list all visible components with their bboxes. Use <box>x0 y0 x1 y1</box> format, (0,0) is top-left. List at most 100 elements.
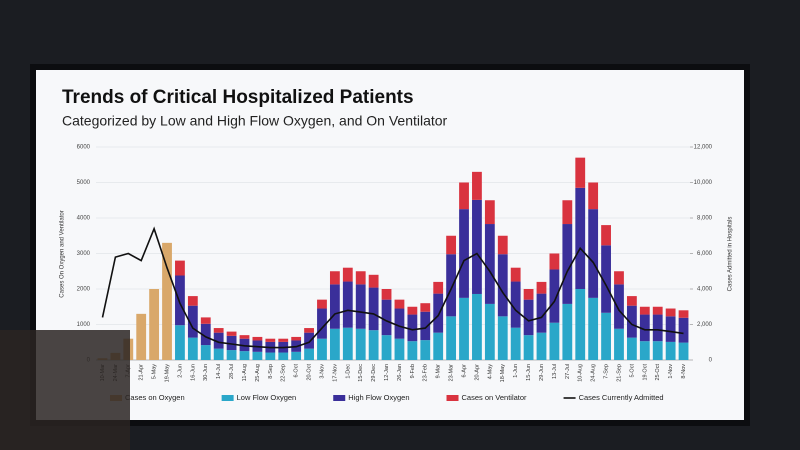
bar-segment <box>459 182 469 210</box>
bar-segment <box>446 254 457 317</box>
bar-segment <box>252 351 263 360</box>
line-series <box>101 226 684 349</box>
bar-segment <box>175 325 185 360</box>
bar-segment <box>265 352 276 360</box>
bar-segment <box>575 157 586 188</box>
bar-segment <box>472 293 482 360</box>
x-tick-label: 29-Dec <box>371 364 377 382</box>
x-tick-label: 19-May <box>164 364 170 383</box>
bar-segment <box>614 271 624 285</box>
bar-segment <box>355 271 366 285</box>
bar-segment <box>213 328 224 333</box>
bar-segment <box>626 305 637 338</box>
x-tick-label: 14-Jul <box>216 364 222 379</box>
y2-axis-label: Cases Admitted in Hospitals <box>728 217 734 292</box>
x-tick-label: 12-Jan <box>384 364 390 381</box>
legend-label: Cases on Ventilator <box>462 393 528 402</box>
bar-segment <box>626 296 637 306</box>
bar-segment <box>678 342 689 360</box>
bar-segment <box>200 345 211 360</box>
bar-segment <box>187 305 198 338</box>
bar-segment <box>639 341 650 360</box>
x-tick-label: 26-Jan <box>397 364 403 381</box>
x-tick-label: 21-Apr <box>139 364 145 381</box>
bar-segment <box>665 308 676 317</box>
y-tick-label: 4000 <box>77 216 91 222</box>
bar-segment <box>226 331 237 336</box>
x-tick-label: 24-Aug <box>591 364 597 382</box>
bar-segment <box>381 299 392 336</box>
x-tick-label: 8-Sep <box>268 364 274 379</box>
x-tick-label: 11-Aug <box>242 364 248 381</box>
bar-segment <box>575 187 586 289</box>
bar-segment <box>342 267 353 282</box>
bar-segment <box>407 341 418 360</box>
bar-segment <box>678 317 689 343</box>
bar-segment <box>342 281 353 328</box>
bar-segment <box>446 235 457 255</box>
bar-segment <box>536 332 547 360</box>
bar-segment <box>484 303 495 360</box>
chart-title: Trends of Critical Hospitalized Patients <box>62 87 414 108</box>
bar-segment <box>239 335 250 339</box>
bar-segment <box>433 293 444 333</box>
bar-segment <box>459 209 469 298</box>
bar-segment <box>626 337 637 360</box>
bar-segment <box>162 242 172 360</box>
x-tick-label: 5-Oct <box>629 364 635 378</box>
bar-segment <box>317 338 327 360</box>
bar-segment <box>510 281 521 328</box>
bar-segment <box>601 312 611 360</box>
bar-segment <box>614 328 624 360</box>
bar-segment <box>523 289 534 300</box>
bar-segment <box>136 313 147 360</box>
bar-segment <box>278 338 289 342</box>
bar-segment <box>304 348 314 360</box>
bar-segment <box>368 330 379 360</box>
screen <box>36 70 744 420</box>
bar-segment <box>226 335 237 351</box>
bar-segment <box>213 332 224 349</box>
bar-segment <box>588 182 599 210</box>
bar-segment <box>291 351 302 360</box>
bar-segment <box>252 336 263 341</box>
y2-tick-label: 8,000 <box>697 216 713 222</box>
bar-segment <box>368 287 379 331</box>
y-tick-label: 3000 <box>77 251 91 257</box>
bar-segment <box>239 351 250 360</box>
foreground-person <box>0 330 130 450</box>
bar-segment <box>523 335 534 360</box>
bar-segment <box>368 274 379 288</box>
legend-label: Low Flow Oxygen <box>237 393 297 402</box>
bar-segment <box>549 253 560 270</box>
x-tick-label: 20-Apr <box>474 364 480 381</box>
x-tick-label: 15-Jun <box>526 364 532 381</box>
bar-segment <box>588 297 599 360</box>
bar-segment <box>381 335 392 360</box>
bar-segment <box>239 338 250 352</box>
bar-segment <box>433 332 444 360</box>
bar-segment <box>149 289 160 360</box>
x-tick-label: 19-Oct <box>642 364 648 381</box>
x-tick-label: 25-Oct <box>655 364 661 381</box>
bar-segment <box>484 200 495 225</box>
x-tick-label: 18-May <box>500 364 506 383</box>
bar-segment <box>433 281 444 294</box>
legend-label: High Flow Oxygen <box>348 393 409 402</box>
bar-segment <box>317 308 327 339</box>
bar-segment <box>394 308 405 339</box>
bar-segment <box>575 289 586 360</box>
x-tick-label: 27-Jul <box>565 364 571 379</box>
bar-segment <box>355 284 366 329</box>
x-tick-label: 8-Nov <box>681 364 687 379</box>
plot-area: 010002000300040005000600002,0004,0006,00… <box>77 145 713 402</box>
y2-tick-label: 0 <box>709 358 713 364</box>
bar-segment <box>420 311 431 341</box>
bar-segment <box>304 328 314 333</box>
bar-segment <box>187 296 198 306</box>
y2-tick-label: 12,000 <box>694 145 713 151</box>
bar-segment <box>394 338 405 360</box>
bar-segment <box>614 284 624 329</box>
bar-segment <box>562 224 573 304</box>
x-tick-label: 30-Jun <box>203 364 209 381</box>
